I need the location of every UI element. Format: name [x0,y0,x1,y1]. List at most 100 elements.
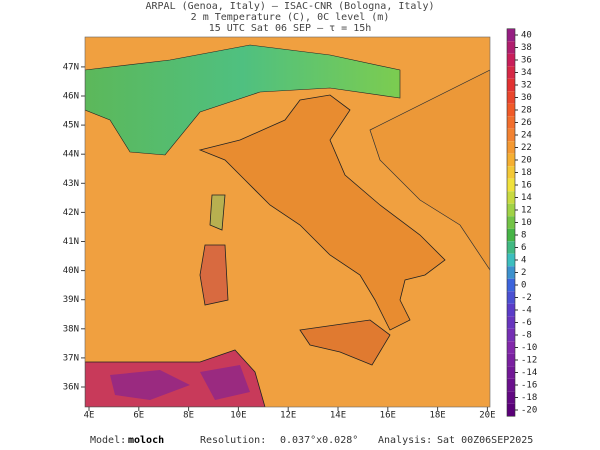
colorbar-swatch [507,228,515,242]
header-line: ARPAL (Genoa, Italy) – ISAC-CNR (Bologna… [146,1,435,12]
colorbar-label: 34 [521,68,532,78]
footer-label: Model: [90,435,126,446]
colorbar-label: 32 [521,81,532,91]
colorbar-frame [506,28,516,417]
lon-label: 8E [183,411,194,421]
colorbar-swatch [507,66,515,79]
colorbar-label: 24 [521,131,532,141]
colorbar-swatch [507,78,515,92]
colorbar-swatch [507,153,515,167]
colorbar-swatch [507,316,515,329]
colorbar-swatch [507,328,515,342]
lat-label: 43N [63,179,79,189]
lat-label: 39N [63,295,79,305]
lon-label: 4E [84,411,95,421]
colorbar-swatch [507,378,515,392]
colorbar-label: -14 [521,368,537,378]
colorbar-label: 38 [521,43,532,53]
colorbar-swatch [507,253,515,267]
colorbar-swatch [507,103,515,117]
colorbar-label: -10 [521,343,537,353]
footer-value: Sat 00Z06SEP2025 [437,435,533,446]
colorbar-swatch [507,166,515,179]
footer-label: Resolution: [200,435,266,446]
colorbar-swatch [507,266,515,279]
colorbar-swatch [507,403,515,417]
lat-label: 44N [63,150,79,160]
map-frame [84,36,491,408]
colorbar-label: 8 [521,231,526,241]
colorbar-swatch [507,241,515,254]
colorbar-label: 6 [521,243,526,253]
colorbar-swatch [507,28,515,42]
lat-label: 46N [63,92,79,102]
footer-value: moloch [128,435,164,446]
colorbar-swatch [507,353,515,367]
lon-label: 6E [133,411,144,421]
colorbar-label: -12 [521,356,537,366]
colorbar-label: -8 [521,331,532,341]
colorbar-label: -20 [521,406,537,416]
lon-label: 16E [380,411,396,421]
colorbar-swatch [507,141,515,154]
colorbar-swatch [507,303,515,317]
colorbar-label: 12 [521,206,532,216]
alps [85,44,401,156]
colorbar-label: -6 [521,318,532,328]
colorbar-label: -4 [521,306,532,316]
colorbar-swatch [507,41,515,54]
colorbar-label: 22 [521,143,532,153]
colorbar-swatch [507,178,515,192]
colorbar-label: 20 [521,156,532,166]
colorbar-swatch [507,128,515,142]
colorbar-label: 40 [521,31,532,41]
sicily [299,319,391,366]
colorbar-label: 30 [521,93,532,103]
colorbar-label: 36 [521,56,532,66]
lon-label: 14E [330,411,346,421]
footer: Model: moloch Resolution: 0.037°x0.028° … [90,435,533,446]
colorbar-label: 10 [521,218,532,228]
header-line: 15 UTC Sat 06 SEP – τ = 15h [209,23,372,34]
lat-label: 38N [63,324,79,334]
colorbar-label: 18 [521,168,532,178]
colorbar-swatch [507,391,515,404]
map [85,37,490,407]
colorbar-swatch [507,203,515,217]
colorbar-label: 26 [521,118,532,128]
colorbar-label: 4 [521,256,526,266]
colorbar-label: -2 [521,293,532,303]
corsica [209,194,226,231]
lat-label: 37N [63,353,79,363]
colorbar-swatch [507,291,515,304]
colorbar-swatch [507,366,515,379]
lat-label: 41N [63,237,79,247]
colorbar-label: 0 [521,281,526,291]
colorbar-swatch [507,278,515,292]
lat-label: 40N [63,266,79,276]
colorbar-swatch [507,191,515,204]
footer-value: 0.037°x0.028° [280,435,358,446]
lat-label: 47N [63,62,79,72]
balkans [369,69,490,271]
colorbar-label: -16 [521,381,537,391]
colorbar-swatch [507,53,515,67]
sardinia [199,244,229,306]
lat-label: 36N [63,383,79,393]
lat-label: 45N [63,121,79,131]
italy [198,94,446,331]
lon-label: 18E [429,411,445,421]
colorbar-label: 2 [521,268,526,278]
colorbar-label: 14 [521,193,532,203]
colorbar-swatch [507,116,515,129]
colorbar-swatch [507,216,515,229]
colorbar-label: 28 [521,106,532,116]
colorbar-label: 16 [521,181,532,191]
lon-label: 20E [479,411,495,421]
hot-spots [110,365,250,400]
lat-label: 42N [63,208,79,218]
lon-label: 10E [230,411,246,421]
lon-label: 12E [280,411,296,421]
colorbar-label: -18 [521,393,537,403]
